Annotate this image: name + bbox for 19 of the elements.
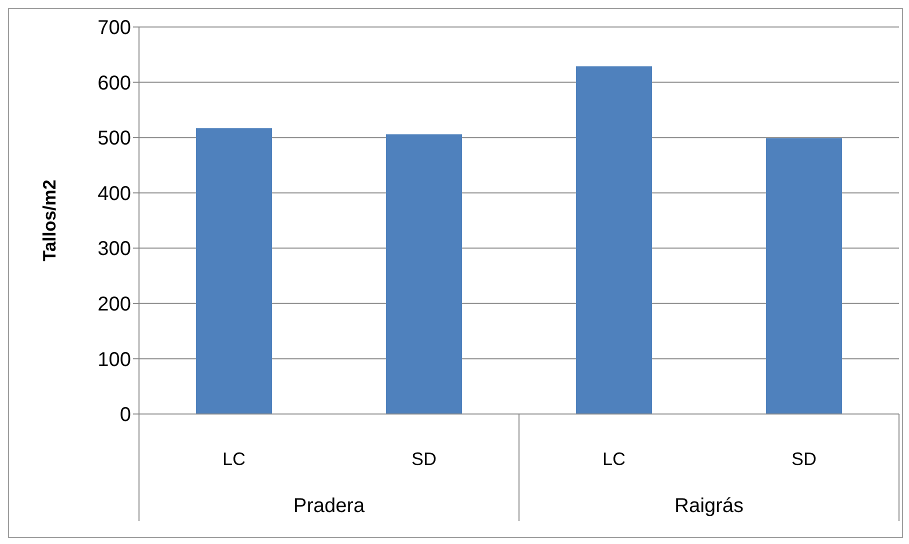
x-tick-label: SD <box>791 448 817 469</box>
x-tick-label: SD <box>411 448 437 469</box>
text: Raigrás <box>674 495 744 517</box>
bar <box>766 138 842 414</box>
y-tick-label: 0 <box>120 404 131 426</box>
bar <box>196 128 272 414</box>
bar <box>386 134 462 414</box>
x-tick-label: LC <box>222 448 246 469</box>
y-tick-label: 300 <box>98 238 131 260</box>
x-tick-label: LC <box>602 448 626 469</box>
y-axis-title: Tallos/m2 <box>39 180 60 262</box>
text: Pradera <box>293 495 366 517</box>
y-tick-label: 100 <box>98 348 131 371</box>
y-tick-label: 500 <box>98 128 131 150</box>
bar <box>576 66 652 414</box>
y-tick-label: 700 <box>98 17 131 40</box>
y-tick-label: 200 <box>98 294 131 316</box>
y-tick-label: 400 <box>98 182 131 205</box>
y-tick-label: 600 <box>98 72 131 94</box>
